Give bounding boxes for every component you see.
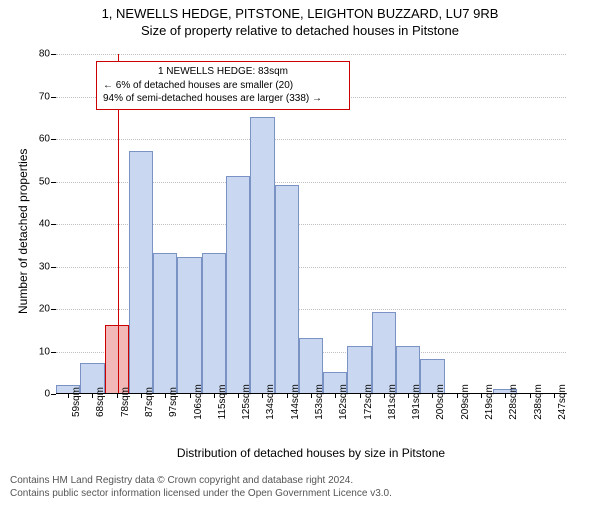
info-box-line: 94% of semi-detached houses are larger (… xyxy=(103,92,343,106)
y-tick-label: 60 xyxy=(39,134,50,145)
x-tick-label: 238sqm xyxy=(533,384,544,420)
x-tick xyxy=(311,394,312,398)
x-tick xyxy=(408,394,409,398)
y-tick-label: 80 xyxy=(39,49,50,60)
x-tick xyxy=(190,394,191,398)
footer-line1: Contains HM Land Registry data © Crown c… xyxy=(10,474,392,487)
x-tick-label: 200sqm xyxy=(435,384,446,420)
y-tick-label: 70 xyxy=(39,91,50,102)
y-gridline xyxy=(56,54,566,55)
y-tick-label: 20 xyxy=(39,304,50,315)
x-tick xyxy=(335,394,336,398)
histogram-bar xyxy=(275,185,299,393)
histogram-bar xyxy=(177,257,201,393)
x-tick xyxy=(165,394,166,398)
histogram-bar xyxy=(105,325,129,393)
x-tick xyxy=(238,394,239,398)
y-tick-label: 10 xyxy=(39,346,50,357)
x-tick xyxy=(68,394,69,398)
y-tick xyxy=(51,97,56,98)
x-tick-label: 209sqm xyxy=(460,384,471,420)
histogram-bar xyxy=(372,312,396,393)
y-tick-label: 30 xyxy=(39,261,50,272)
y-tick xyxy=(51,309,56,310)
x-tick xyxy=(141,394,142,398)
histogram-bar xyxy=(129,151,153,393)
y-tick xyxy=(51,224,56,225)
histogram-bar xyxy=(202,253,226,393)
x-tick xyxy=(92,394,93,398)
histogram-bar xyxy=(226,176,250,393)
y-tick xyxy=(51,267,56,268)
x-tick xyxy=(262,394,263,398)
x-tick xyxy=(214,394,215,398)
histogram-bar xyxy=(250,117,274,393)
y-tick xyxy=(51,182,56,183)
x-tick xyxy=(360,394,361,398)
info-box-line: ← 6% of detached houses are smaller (20) xyxy=(103,79,343,93)
y-tick-label: 50 xyxy=(39,176,50,187)
y-tick xyxy=(51,394,56,395)
x-tick xyxy=(117,394,118,398)
y-tick xyxy=(51,352,56,353)
y-tick xyxy=(51,139,56,140)
x-tick xyxy=(432,394,433,398)
info-box-line: 1 NEWELLS HEDGE: 83sqm xyxy=(103,65,343,79)
y-tick-label: 40 xyxy=(39,219,50,230)
y-gridline xyxy=(56,139,566,140)
footer-line2: Contains public sector information licen… xyxy=(10,487,392,500)
x-tick xyxy=(530,394,531,398)
info-box: 1 NEWELLS HEDGE: 83sqm← 6% of detached h… xyxy=(96,61,350,110)
x-tick xyxy=(505,394,506,398)
y-axis-label: Number of detached properties xyxy=(16,149,30,314)
x-tick-label: 228sqm xyxy=(508,384,519,420)
x-tick xyxy=(457,394,458,398)
x-tick-label: 247sqm xyxy=(557,384,568,420)
x-tick xyxy=(554,394,555,398)
histogram-bar xyxy=(153,253,177,393)
y-tick-label: 0 xyxy=(44,389,50,400)
x-tick xyxy=(481,394,482,398)
x-tick xyxy=(287,394,288,398)
y-tick xyxy=(51,54,56,55)
footer: Contains HM Land Registry data © Crown c… xyxy=(10,474,392,500)
x-axis-label: Distribution of detached houses by size … xyxy=(56,446,566,460)
x-tick xyxy=(384,394,385,398)
